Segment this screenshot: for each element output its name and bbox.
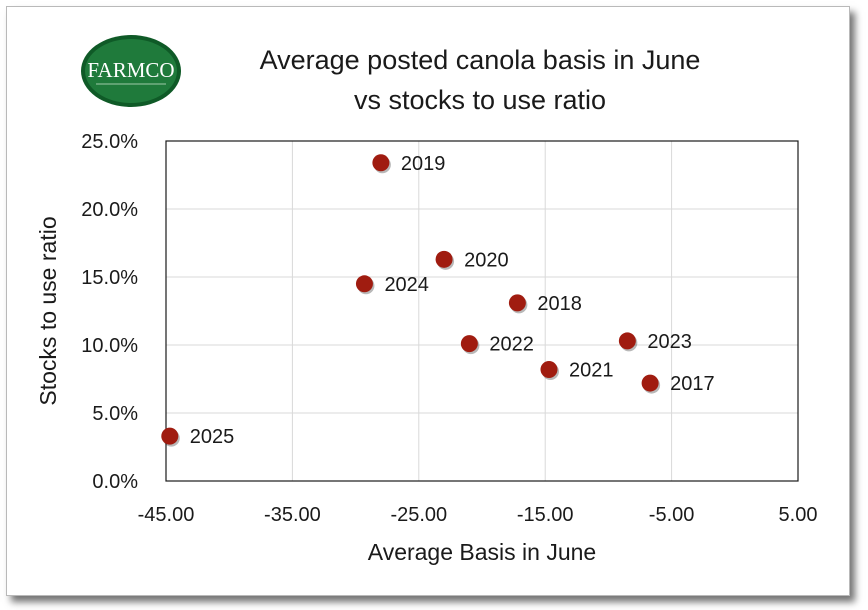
logo-text: FARMCO xyxy=(87,58,174,82)
data-point-2024 xyxy=(355,275,373,293)
data-point-2023 xyxy=(618,332,636,350)
data-label-2020: 2020 xyxy=(464,249,509,271)
data-label-2019: 2019 xyxy=(401,153,446,175)
x-tick-labels: -45.00 -35.00 -25.00 -15.00 -5.00 5.00 xyxy=(138,504,818,526)
x-tick-label: -5.00 xyxy=(649,504,695,526)
data-point-2022 xyxy=(460,335,478,353)
x-tick-label: -45.00 xyxy=(138,504,195,526)
x-tick-label: -15.00 xyxy=(517,504,574,526)
plot-area-border xyxy=(165,140,799,482)
x-tick-label: 5.00 xyxy=(779,504,818,526)
chart-title-line-2: vs stocks to use ratio xyxy=(353,85,607,115)
y-tick-label: 0.0% xyxy=(92,471,138,493)
y-tick-label: 10.0% xyxy=(81,335,138,357)
y-axis-label: Stocks to use ratio xyxy=(35,216,61,405)
x-axis-label: Average Basis in June xyxy=(368,539,596,565)
data-label-2017: 2017 xyxy=(670,373,715,395)
data-label-2022: 2022 xyxy=(489,334,534,356)
y-tick-label: 15.0% xyxy=(81,267,138,289)
data-label-2021: 2021 xyxy=(569,359,614,381)
y-tick-labels: 0.0% 5.0% 10.0% 15.0% 20.0% 25.0% xyxy=(81,131,138,493)
data-point-2019 xyxy=(372,154,390,172)
y-tick-label: 20.0% xyxy=(81,199,138,221)
grid-lines xyxy=(166,141,798,481)
data-point-2021 xyxy=(540,360,558,378)
farmco-logo: FARMCO xyxy=(80,34,182,108)
data-point-2017 xyxy=(641,374,659,392)
data-label-2023: 2023 xyxy=(647,331,692,353)
data-point-2020 xyxy=(435,250,453,268)
data-label-2018: 2018 xyxy=(537,293,582,315)
y-tick-label: 25.0% xyxy=(81,131,138,153)
chart-title: Average posted canola basis in June vs s… xyxy=(200,40,760,120)
data-point-2018 xyxy=(508,294,526,312)
logo-fill xyxy=(85,39,177,103)
x-tick-label: -35.00 xyxy=(264,504,321,526)
data-label-2025: 2025 xyxy=(190,426,235,448)
x-tick-label: -25.00 xyxy=(390,504,447,526)
data-point-2025 xyxy=(161,427,179,445)
chart-title-line-1: Average posted canola basis in June xyxy=(259,45,701,75)
y-tick-label: 5.0% xyxy=(92,403,138,425)
farmco-logo-graphic: FARMCO xyxy=(81,35,181,107)
data-label-2024: 2024 xyxy=(384,274,429,296)
